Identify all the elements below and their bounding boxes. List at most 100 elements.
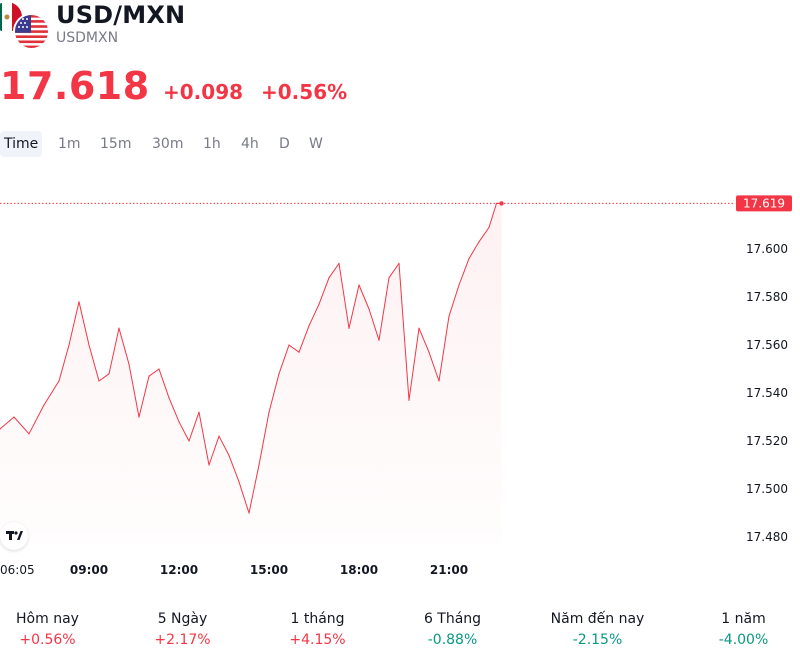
perf-6-months[interactable]: 6 Tháng -0.88% [386,608,519,650]
last-price-badge-label: 17.619 [743,196,785,210]
price-point [488,226,490,228]
perf-label: 5 Ngày [157,611,208,627]
perf-value: -0.88% [427,632,478,648]
price-point [278,373,280,375]
price-point [358,284,360,286]
price-point [0,428,1,430]
perf-5-days[interactable]: 5 Ngày +2.17% [116,608,249,650]
y-tick-label: 17.520 [746,434,788,448]
price-point [168,397,170,399]
price-point [178,421,180,423]
price-point [128,363,130,365]
price-point [438,380,440,382]
price-point [408,399,410,401]
perf-value: +4.15% [289,632,346,648]
price-point [43,404,45,406]
x-tick-label: 12:00 [160,563,198,577]
tradingview-logo-icon[interactable] [0,522,28,550]
last-price-dot [499,201,504,206]
perf-label: 1 năm [721,611,766,627]
perf-value: +2.17% [154,632,211,648]
y-tick-label: 17.560 [746,338,788,352]
x-tick-label: 09:00 [70,563,108,577]
price-point [98,380,100,382]
price-point [238,481,240,483]
price-point [88,344,90,346]
x-tick-label: 15:00 [250,563,288,577]
currency-flags [0,0,50,50]
price-point [148,375,150,377]
price-point [418,327,420,329]
perf-value: +0.56% [19,632,76,648]
y-tick-label: 17.600 [746,242,788,256]
price-point [298,351,300,353]
x-tick-label: 06:05 [0,563,35,577]
price-point [78,301,80,303]
price-point [428,351,430,353]
price-chart[interactable]: 17.600 17.580 17.560 17.540 17.520 17.500 17.4… [0,170,800,590]
price-change-percent: +0.56% [261,80,348,104]
price-point [188,440,190,442]
price-point [478,241,480,243]
perf-ytd[interactable]: Năm đến nay -2.15% [531,608,664,650]
price-point [318,303,320,305]
price-point [388,277,390,279]
y-tick-label: 17.480 [746,530,788,544]
price-point [138,416,140,418]
price-point [108,373,110,375]
tab-30m[interactable]: 30m [152,136,184,152]
price-point [368,308,370,310]
price-point [495,202,498,204]
price-point [198,411,200,413]
x-tick-label: 21:00 [430,563,468,577]
tab-d[interactable]: D [279,136,290,152]
price-point [348,327,350,329]
perf-1-month[interactable]: 1 tháng +4.15% [251,608,384,650]
perf-label: 6 Tháng [423,611,482,627]
perf-label: 1 tháng [290,611,345,627]
mexico-flag-icon [0,2,22,32]
tab-1m[interactable]: 1m [58,136,81,152]
y-tick-label: 17.540 [746,386,788,400]
price-point [468,258,470,260]
last-price-badge [736,195,792,212]
tab-15m[interactable]: 15m [100,136,132,152]
perf-today[interactable]: Hôm nay +0.56% [0,608,114,650]
tab-time[interactable]: Time [0,131,43,157]
price-point [308,325,310,327]
price-point [328,277,330,279]
perf-value: -4.00% [718,632,769,648]
price-point [158,368,160,370]
y-tick-label: 17.580 [746,290,788,304]
perf-label: Năm đến nay [550,611,645,627]
last-price: 17.618 [0,64,150,108]
price-point [378,339,380,341]
price-area [0,203,502,545]
price-point [28,433,30,435]
price-point [248,512,250,514]
price-line [0,202,502,514]
price-point [118,327,120,329]
perf-label: Hôm nay [16,611,79,627]
tab-w[interactable]: W [309,136,323,152]
tab-4h[interactable]: 4h [241,136,259,152]
price-point [218,435,220,437]
price-point [58,380,60,382]
price-point [13,416,15,418]
x-tick-label: 18:00 [340,563,378,577]
price-point [338,262,340,264]
perf-1-year[interactable]: 1 năm -4.00% [677,608,800,650]
price-point [208,464,210,466]
price-point [68,344,70,346]
price-change: +0.098 [163,80,244,104]
us-flag-icon [15,15,48,48]
perf-value: -2.15% [572,632,623,648]
performance-row: Hôm nay +0.56% 5 Ngày +2.17% 1 tháng +4.… [0,608,800,652]
price-point [268,411,270,413]
price-point [258,464,260,466]
price-point [398,262,400,264]
y-tick-label: 17.500 [746,482,788,496]
tab-1h[interactable]: 1h [203,136,221,152]
price-point [228,454,230,456]
symbol-header: USD/MXN USDMXN [0,0,800,60]
